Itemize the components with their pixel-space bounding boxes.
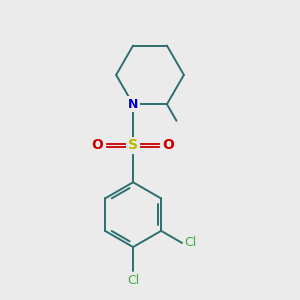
Text: Cl: Cl xyxy=(127,274,139,287)
Text: N: N xyxy=(128,98,138,111)
Text: O: O xyxy=(92,139,103,152)
Text: S: S xyxy=(128,139,138,152)
Text: Cl: Cl xyxy=(184,236,196,249)
Text: O: O xyxy=(163,139,174,152)
